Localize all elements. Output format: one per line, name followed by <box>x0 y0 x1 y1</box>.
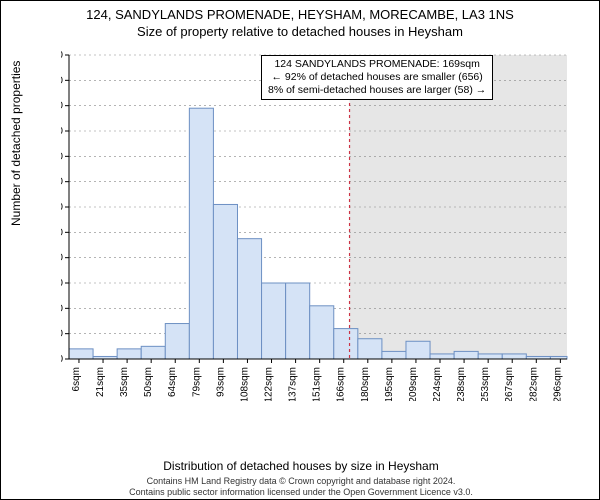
svg-text:166sqm: 166sqm <box>336 367 347 401</box>
svg-text:50sqm: 50sqm <box>143 367 154 397</box>
footer-line-1: Contains HM Land Registry data © Crown c… <box>1 476 600 486</box>
x-axis-label: Distribution of detached houses by size … <box>1 459 600 473</box>
svg-text:93sqm: 93sqm <box>215 367 226 397</box>
svg-text:137sqm: 137sqm <box>288 367 299 401</box>
svg-text:200: 200 <box>61 101 63 112</box>
svg-text:140: 140 <box>61 177 63 188</box>
svg-text:267sqm: 267sqm <box>504 367 515 401</box>
svg-text:238sqm: 238sqm <box>456 367 467 401</box>
svg-text:79sqm: 79sqm <box>191 367 202 397</box>
svg-text:220: 220 <box>61 75 63 86</box>
svg-text:100: 100 <box>61 227 63 238</box>
annotation-line-3: 8% of semi-detached houses are larger (5… <box>268 84 486 97</box>
svg-text:108sqm: 108sqm <box>239 367 250 401</box>
chart-area: 0 20 40 60 80 100 120 140 160 180 200 220 240 6sqm 21s… <box>61 51 571 401</box>
svg-text:80: 80 <box>61 253 63 264</box>
svg-text:40: 40 <box>61 303 63 314</box>
title-line-1: 124, SANDYLANDS PROMENADE, HEYSHAM, MORE… <box>1 7 599 22</box>
footer-line-2: Contains public sector information licen… <box>1 487 600 497</box>
svg-text:60: 60 <box>61 278 63 289</box>
svg-text:20: 20 <box>61 329 63 340</box>
annotation-line-2: ← 92% of detached houses are smaller (65… <box>268 71 486 84</box>
y-axis-label: Number of detached properties <box>9 61 23 226</box>
annotation-box: 124 SANDYLANDS PROMENADE: 169sqm ← 92% o… <box>261 55 493 100</box>
svg-text:253sqm: 253sqm <box>480 367 491 401</box>
svg-text:160: 160 <box>61 151 63 162</box>
footer: Contains HM Land Registry data © Crown c… <box>1 476 600 497</box>
svg-text:209sqm: 209sqm <box>408 367 419 401</box>
svg-text:151sqm: 151sqm <box>312 367 323 401</box>
svg-text:240: 240 <box>61 51 63 61</box>
svg-text:180sqm: 180sqm <box>360 367 371 401</box>
svg-text:6sqm: 6sqm <box>71 367 82 391</box>
svg-text:122sqm: 122sqm <box>264 367 275 401</box>
histogram-plot: 0 20 40 60 80 100 120 140 160 180 200 220 240 6sqm 21s… <box>61 51 571 401</box>
svg-text:224sqm: 224sqm <box>432 367 443 401</box>
svg-text:296sqm: 296sqm <box>552 367 563 401</box>
svg-text:21sqm: 21sqm <box>95 367 106 397</box>
svg-text:35sqm: 35sqm <box>119 367 130 397</box>
chart-container: 124, SANDYLANDS PROMENADE, HEYSHAM, MORE… <box>0 0 600 500</box>
svg-text:282sqm: 282sqm <box>528 367 539 401</box>
title-line-2: Size of property relative to detached ho… <box>1 24 599 39</box>
annotation-line-1: 124 SANDYLANDS PROMENADE: 169sqm <box>268 58 486 71</box>
svg-text:120: 120 <box>61 202 63 213</box>
svg-text:0: 0 <box>61 354 63 365</box>
svg-text:180: 180 <box>61 126 63 137</box>
svg-text:64sqm: 64sqm <box>167 367 178 397</box>
svg-text:195sqm: 195sqm <box>384 367 395 401</box>
